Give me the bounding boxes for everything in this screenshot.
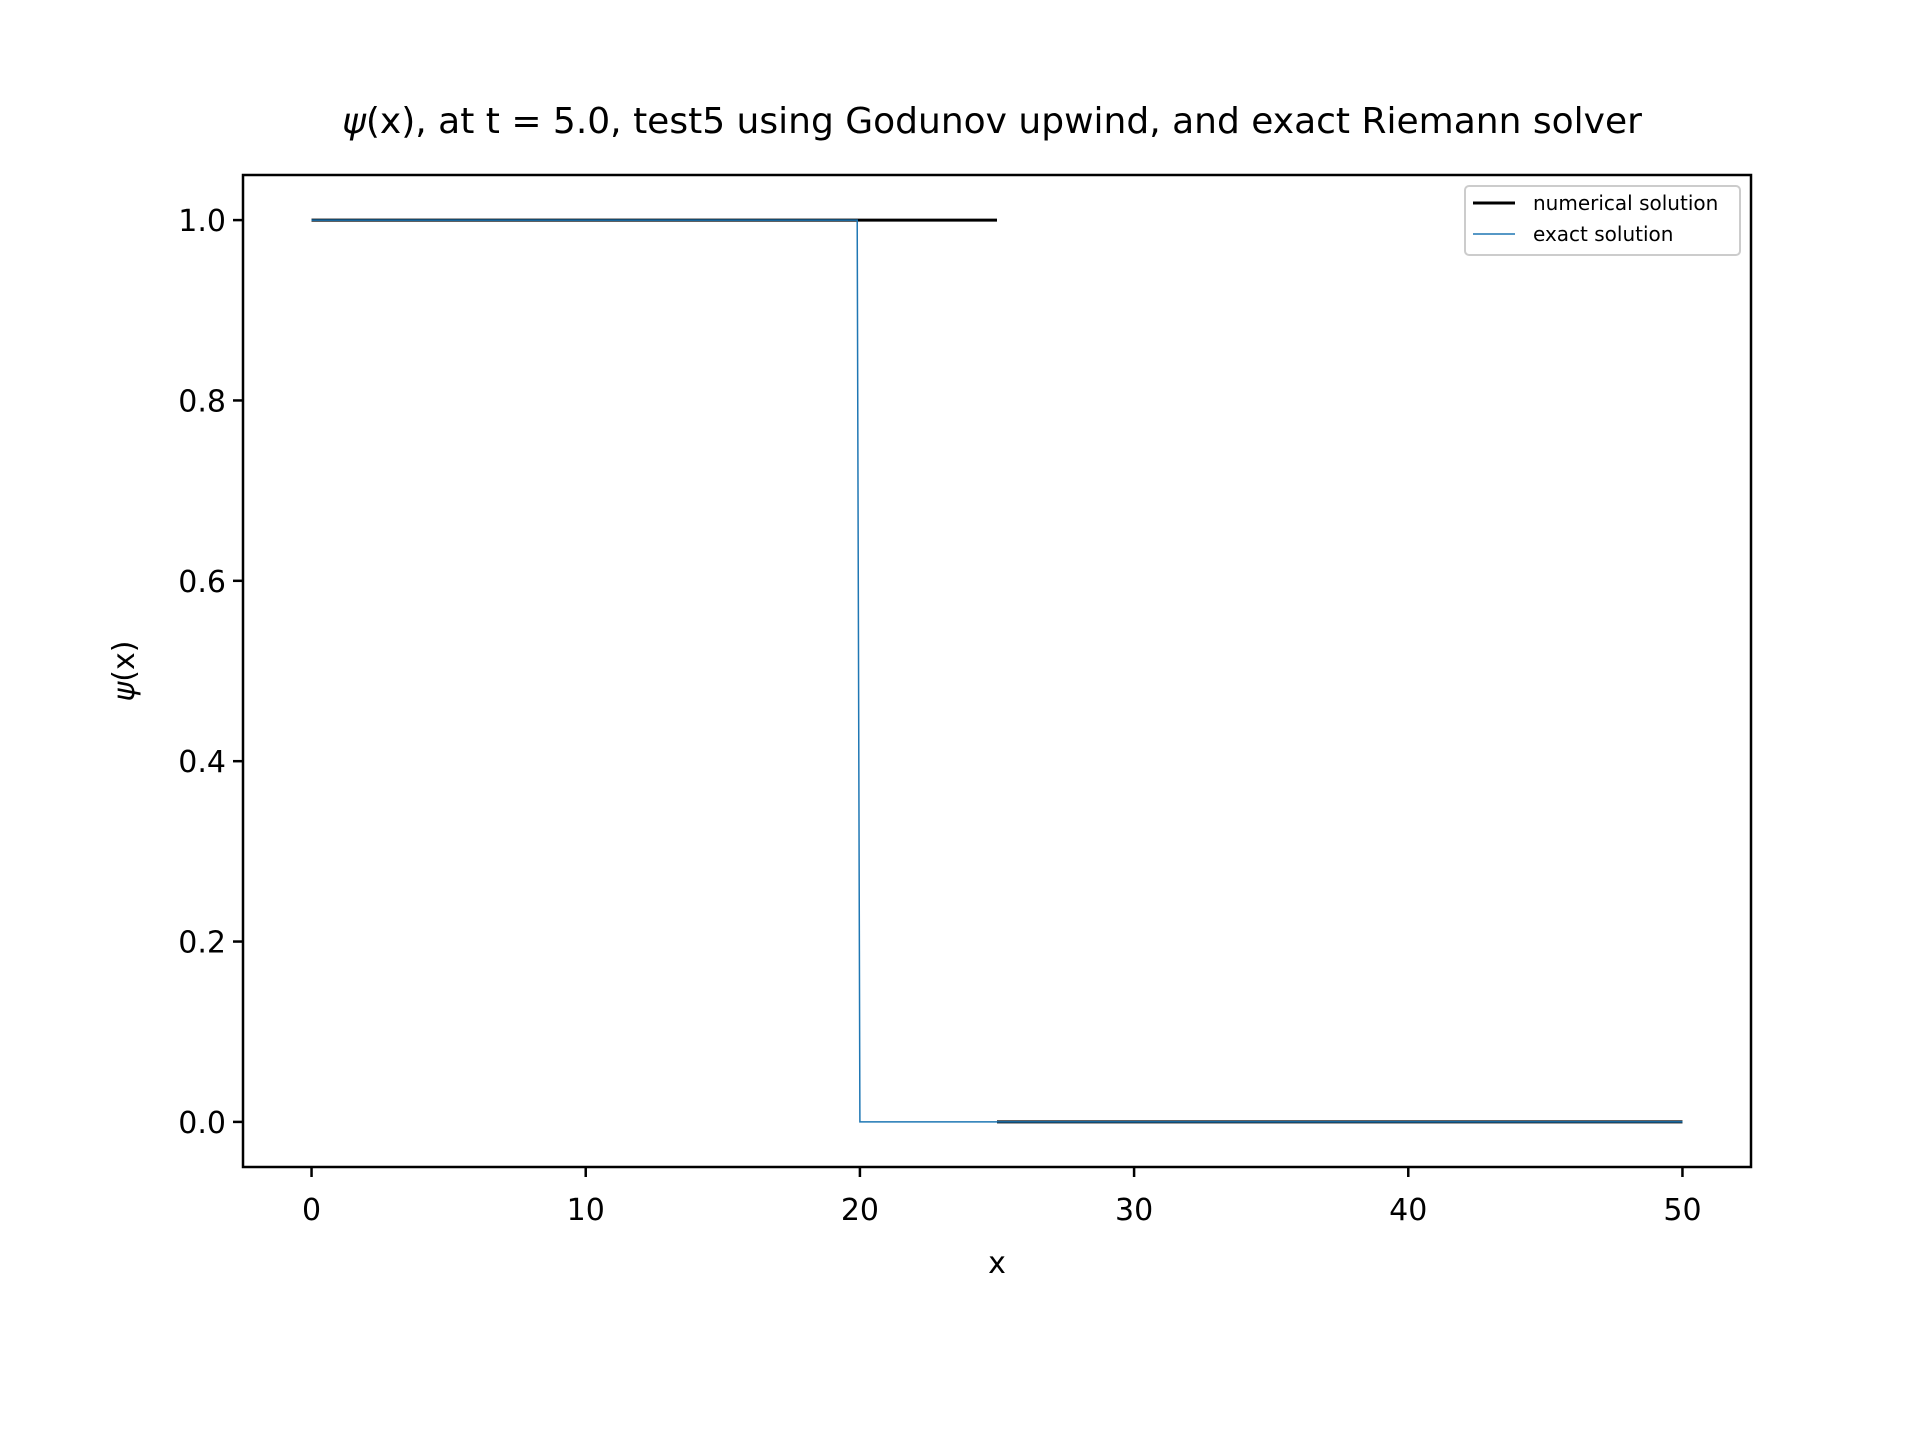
x-tick-label: 50 xyxy=(1663,1193,1701,1228)
x-tick-label: 20 xyxy=(841,1193,879,1228)
y-tick-label: 0.8 xyxy=(178,384,226,419)
plot-lines xyxy=(311,218,1683,1124)
legend-box xyxy=(1464,185,1741,256)
x-axis-ticks: 0 10 20 30 40 50 xyxy=(302,1167,1702,1228)
y-tick-label: 0.0 xyxy=(178,1106,226,1141)
y-tick-label: 0.6 xyxy=(178,565,226,600)
y-axis-label-text: (x) xyxy=(107,641,142,682)
x-tick-label: 10 xyxy=(567,1193,605,1228)
y-tick-label: 0.4 xyxy=(178,745,226,780)
plot-frame xyxy=(241,173,1753,1169)
chart-title: ψ(x), at t = 5.0, test5 using Godunov up… xyxy=(342,101,1642,142)
y-tick-label: 1.0 xyxy=(178,204,226,239)
title-symbol: ψ xyxy=(342,101,367,142)
y-tick-label: 0.2 xyxy=(178,926,226,961)
x-tick-label: 30 xyxy=(1115,1193,1153,1228)
title-text: (x), at t = 5.0, test5 using Godunov upw… xyxy=(366,101,1642,142)
legend-label-exact: exact solution xyxy=(1533,222,1673,246)
series-line-exact-segment-0 xyxy=(311,219,1683,1123)
x-tick-label: 0 xyxy=(302,1193,321,1228)
x-tick-label: 40 xyxy=(1389,1193,1427,1228)
y-axis-ticks: 0.0 0.2 0.4 0.6 0.8 1.0 xyxy=(178,204,243,1141)
legend: numerical solution exact solution xyxy=(1464,185,1741,256)
legend-label-numerical: numerical solution xyxy=(1533,191,1718,215)
y-axis-label-symbol: ψ xyxy=(107,680,142,701)
y-axis-label: ψ(x) xyxy=(107,641,142,702)
x-axis-label: x xyxy=(988,1246,1006,1281)
